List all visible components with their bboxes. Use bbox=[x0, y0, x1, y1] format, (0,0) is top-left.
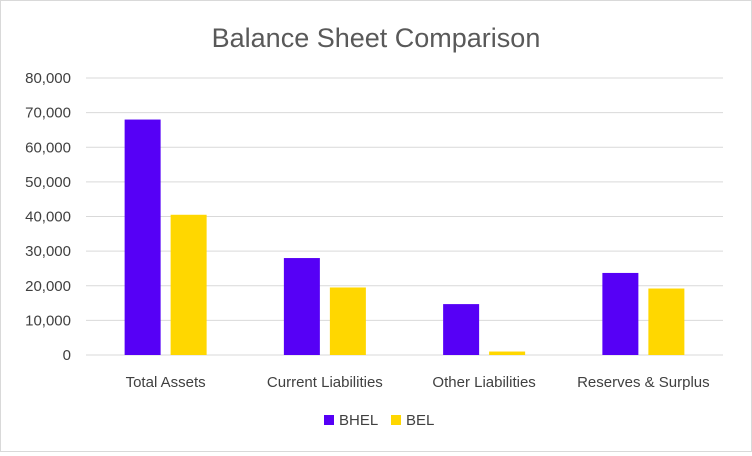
bar-bel-2 bbox=[489, 351, 526, 355]
y-axis-ticks: 0 10,000 20,000 30,000 40,000 50,000 60,000 70,… bbox=[25, 70, 71, 364]
legend-swatch-bhel bbox=[324, 415, 334, 425]
category-label: Reserves & Surplus bbox=[577, 374, 710, 391]
legend-label-bhel: BHEL bbox=[339, 412, 378, 429]
y-tick-label: 40,000 bbox=[25, 209, 71, 226]
legend-swatch-bel bbox=[391, 415, 401, 425]
y-tick-label: 0 bbox=[63, 347, 71, 364]
x-axis-categories: Total Assets Current Liabilities Other Lia… bbox=[126, 374, 710, 391]
category-label: Current Liabilities bbox=[267, 374, 383, 391]
bars bbox=[124, 119, 685, 355]
y-tick-label: 70,000 bbox=[25, 105, 71, 122]
category-label: Other Liabilities bbox=[432, 374, 535, 391]
y-tick-label: 60,000 bbox=[25, 139, 71, 156]
bar-bhel-3 bbox=[602, 272, 639, 355]
legend-label-bel: BEL bbox=[406, 412, 434, 429]
y-tick-label: 80,000 bbox=[25, 70, 71, 87]
bar-bel-0 bbox=[170, 214, 207, 355]
y-tick-label: 30,000 bbox=[25, 243, 71, 260]
bar-bel-1 bbox=[329, 287, 366, 355]
bar-bhel-2 bbox=[443, 304, 480, 355]
y-tick-label: 10,000 bbox=[25, 312, 71, 329]
bar-bhel-0 bbox=[124, 119, 161, 355]
bar-bhel-1 bbox=[283, 258, 320, 355]
chart-title: Balance Sheet Comparison bbox=[212, 23, 541, 53]
y-tick-label: 20,000 bbox=[25, 278, 71, 295]
category-label: Total Assets bbox=[126, 374, 206, 391]
y-tick-label: 50,000 bbox=[25, 174, 71, 191]
legend: BHEL BEL bbox=[324, 412, 434, 429]
bar-bel-3 bbox=[648, 288, 685, 355]
